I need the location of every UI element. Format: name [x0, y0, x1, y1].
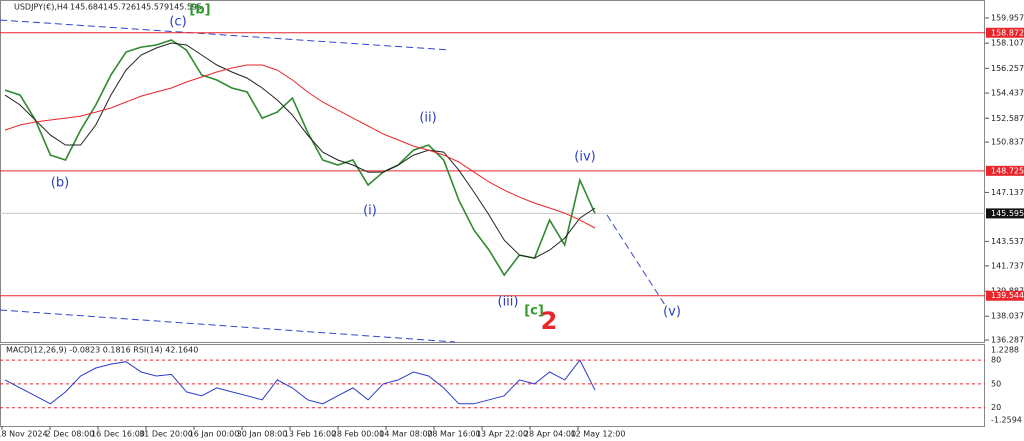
last-price-box [986, 208, 1024, 219]
wave-label: (iii) [498, 295, 519, 310]
x-tick-label: 31 Dec 20:00 [139, 430, 193, 439]
macd-min: -1.2594 [991, 416, 1022, 425]
wave-label: (iv) [574, 150, 595, 165]
ohlc-value: 145.579 [136, 3, 169, 12]
x-tick-label: 16 Dec 16:00 [91, 430, 145, 439]
x-tick-label: 18 Nov 2024 [0, 430, 48, 439]
y-tick-label: 136.287 [991, 336, 1024, 345]
x-tick-label: 16 Jan 00:00 [189, 430, 240, 439]
ohlc-value: 145.684 [70, 3, 103, 12]
wave-label: [b] [189, 3, 210, 18]
y-tick-label: 154.437 [991, 89, 1024, 98]
series-slow-ma [4, 64, 596, 229]
x-tick-label: 14 Mar 08:00 [379, 430, 432, 439]
level-label: 139.544 [991, 291, 1024, 300]
indicator-title: MACD(12,26,9) -0.0823 0.1816 RSI(14) 42.… [6, 346, 198, 355]
ohlc-value: 145.595 [169, 3, 202, 12]
ohlc-value: 145.726 [103, 3, 136, 12]
wave-label: (i) [363, 204, 377, 219]
indicator-tick-label: 20 [991, 403, 1001, 412]
wave-label: (c) [169, 15, 186, 30]
symbol: USDJPY(€),H4 [14, 3, 68, 12]
level-label: 148.725 [991, 166, 1024, 175]
macd-max: 1.2288 [991, 346, 1019, 355]
projection-line [606, 214, 666, 306]
y-tick-label: 152.587 [991, 114, 1024, 123]
level-box [986, 27, 1024, 38]
x-tick-label: 12 May 12:00 [571, 430, 626, 439]
wave-label: [c] [524, 304, 544, 319]
x-tick-label: 2 Dec 08:00 [46, 430, 95, 439]
wave-label: (b) [51, 176, 69, 191]
upper-trendline [0, 19, 451, 51]
wave-label: (v) [663, 305, 681, 320]
main-frame [0, 0, 985, 343]
y-tick-label: 159.957 [991, 14, 1024, 23]
rsi-line [4, 359, 596, 405]
x-tick-label: 28 Feb 00:00 [332, 430, 384, 439]
wave-label: (ii) [419, 111, 436, 126]
y-tick-label: 156.257 [991, 64, 1024, 73]
wave-label: 2 [541, 307, 558, 335]
level-box [986, 165, 1024, 176]
y-tick-label: 147.137 [991, 188, 1024, 197]
x-tick-label: 13 Feb 16:00 [284, 430, 336, 439]
y-tick-label: 141.737 [991, 261, 1024, 270]
lower-trendline [0, 309, 456, 343]
last-price-label: 145.595 [991, 209, 1024, 218]
x-tick-label: 28 Mar 16:00 [427, 430, 480, 439]
x-tick-label: 28 Apr 04:00 [524, 430, 576, 439]
y-tick-label: 158.107 [991, 39, 1024, 48]
x-tick-label: 30 Jan 08:00 [237, 430, 288, 439]
series-price [4, 39, 596, 277]
indicator-tick-label: 80 [991, 356, 1001, 365]
level-box [986, 290, 1024, 301]
x-tick-label: 13 Apr 22:00 [476, 430, 528, 439]
level-label: 158.872 [991, 28, 1024, 37]
indicator-frame [0, 344, 985, 427]
indicator-tick-label: 50 [991, 379, 1001, 388]
y-tick-label: 138.037 [991, 312, 1024, 321]
y-tick-label: 143.537 [991, 237, 1024, 246]
y-tick-label: 150.837 [991, 138, 1024, 147]
